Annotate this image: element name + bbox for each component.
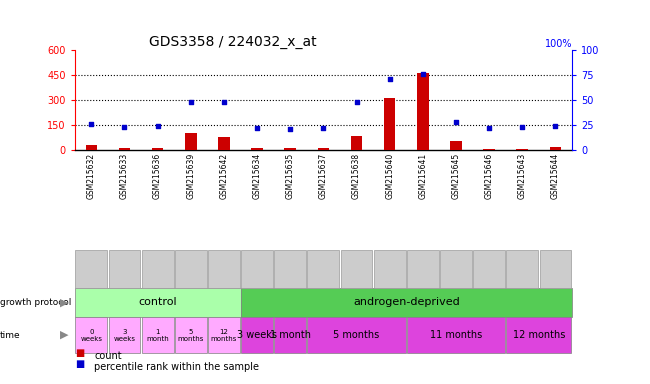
Bar bbox=[550, 147, 561, 150]
Bar bbox=[384, 98, 395, 150]
Bar bbox=[285, 149, 296, 150]
Point bbox=[152, 123, 162, 129]
Point bbox=[86, 121, 97, 127]
Point bbox=[484, 125, 494, 131]
Point bbox=[384, 76, 395, 82]
Text: 5
months: 5 months bbox=[177, 329, 204, 341]
Text: time: time bbox=[0, 331, 21, 339]
Point bbox=[285, 126, 295, 132]
Bar bbox=[484, 149, 495, 150]
Text: 3 weeks: 3 weeks bbox=[237, 330, 277, 340]
Text: 5 months: 5 months bbox=[333, 330, 380, 340]
Text: ■: ■ bbox=[75, 348, 84, 358]
Point bbox=[351, 99, 361, 105]
Point bbox=[517, 124, 528, 130]
Point bbox=[550, 123, 560, 129]
Text: 0
weeks: 0 weeks bbox=[81, 329, 102, 341]
Text: 3
weeks: 3 weeks bbox=[114, 329, 135, 341]
Bar bbox=[252, 149, 263, 150]
Text: count: count bbox=[94, 351, 122, 361]
Text: ▶: ▶ bbox=[60, 297, 68, 308]
Bar bbox=[450, 141, 462, 150]
Text: ■: ■ bbox=[75, 359, 84, 369]
Bar bbox=[351, 136, 362, 150]
Point bbox=[417, 71, 428, 77]
Text: GDS3358 / 224032_x_at: GDS3358 / 224032_x_at bbox=[150, 35, 317, 49]
Bar bbox=[218, 137, 229, 150]
Text: androgen-deprived: androgen-deprived bbox=[353, 297, 460, 308]
Point bbox=[252, 125, 262, 131]
Bar bbox=[417, 73, 428, 150]
Bar bbox=[152, 148, 163, 150]
Bar bbox=[185, 133, 196, 150]
Text: 11 months: 11 months bbox=[430, 330, 482, 340]
Text: growth protocol: growth protocol bbox=[0, 298, 72, 307]
Text: percentile rank within the sample: percentile rank within the sample bbox=[94, 362, 259, 372]
Text: 12 months: 12 months bbox=[513, 330, 565, 340]
Text: 12
months: 12 months bbox=[211, 329, 237, 341]
Point bbox=[120, 124, 130, 130]
Text: 1 month: 1 month bbox=[270, 330, 311, 340]
Bar bbox=[86, 145, 97, 150]
Point bbox=[186, 99, 196, 105]
Text: ▶: ▶ bbox=[60, 330, 68, 340]
Text: 1
month: 1 month bbox=[146, 329, 169, 341]
Point bbox=[318, 125, 328, 131]
Bar bbox=[318, 149, 329, 150]
Text: 100%: 100% bbox=[545, 40, 572, 50]
Point bbox=[218, 99, 229, 105]
Bar bbox=[119, 148, 130, 150]
Text: control: control bbox=[138, 297, 177, 308]
Point bbox=[450, 119, 461, 125]
Bar bbox=[517, 149, 528, 150]
